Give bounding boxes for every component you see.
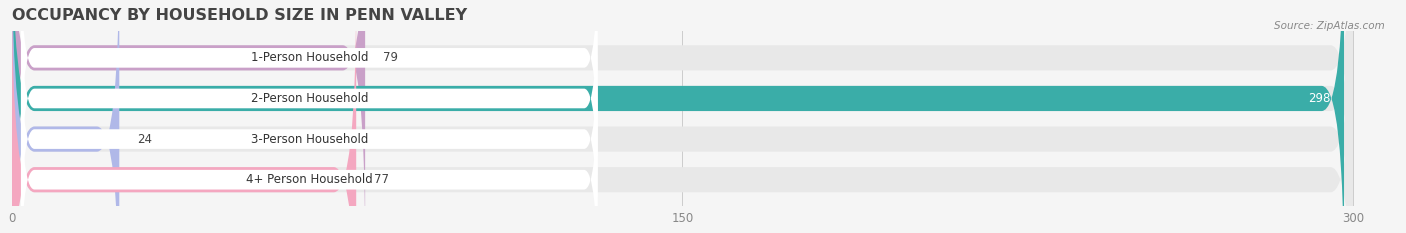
FancyBboxPatch shape bbox=[13, 0, 1353, 233]
FancyBboxPatch shape bbox=[13, 0, 120, 233]
Text: 2-Person Household: 2-Person Household bbox=[250, 92, 368, 105]
Text: 1-Person Household: 1-Person Household bbox=[250, 51, 368, 64]
FancyBboxPatch shape bbox=[21, 68, 598, 233]
Text: OCCUPANCY BY HOUSEHOLD SIZE IN PENN VALLEY: OCCUPANCY BY HOUSEHOLD SIZE IN PENN VALL… bbox=[13, 8, 467, 23]
FancyBboxPatch shape bbox=[13, 0, 356, 233]
Text: 298: 298 bbox=[1308, 92, 1330, 105]
FancyBboxPatch shape bbox=[13, 0, 1353, 233]
Text: 3-Person Household: 3-Person Household bbox=[250, 133, 368, 146]
Text: 77: 77 bbox=[374, 173, 389, 186]
FancyBboxPatch shape bbox=[13, 0, 1344, 233]
FancyBboxPatch shape bbox=[13, 0, 366, 233]
FancyBboxPatch shape bbox=[21, 0, 598, 170]
Text: 79: 79 bbox=[382, 51, 398, 64]
Text: 4+ Person Household: 4+ Person Household bbox=[246, 173, 373, 186]
FancyBboxPatch shape bbox=[21, 0, 598, 210]
FancyBboxPatch shape bbox=[13, 0, 1353, 233]
FancyBboxPatch shape bbox=[21, 27, 598, 233]
FancyBboxPatch shape bbox=[13, 0, 1353, 233]
Text: Source: ZipAtlas.com: Source: ZipAtlas.com bbox=[1274, 21, 1385, 31]
Text: 24: 24 bbox=[138, 133, 152, 146]
